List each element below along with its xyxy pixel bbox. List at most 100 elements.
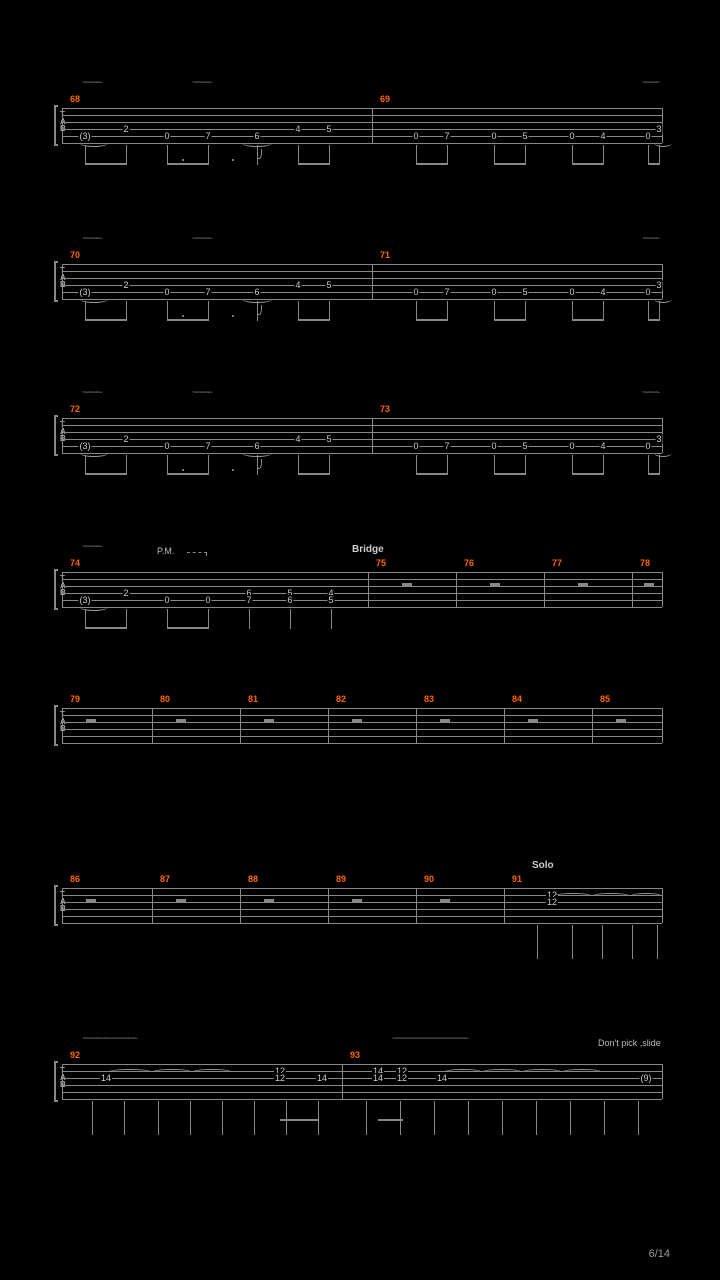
fret-number: 5: [521, 131, 528, 141]
fret-number: 0: [163, 595, 170, 605]
staff-bracket: [54, 1061, 58, 1102]
rest: [352, 719, 362, 723]
fret-number: 7: [204, 441, 211, 451]
measure-number: 77: [552, 558, 562, 568]
vibrato-mark: ~~~~~~~: [82, 234, 101, 243]
fret-number: 0: [490, 441, 497, 451]
fret-number: 7: [245, 595, 252, 605]
measure-number: 68: [70, 94, 80, 104]
fret-number: 3: [655, 434, 662, 444]
vibrato-mark: ~~~~~~~~~~~~~~~~~~~~~~~~~~~~: [392, 1034, 467, 1043]
fret-number: 4: [294, 434, 301, 444]
rest: [440, 899, 450, 903]
rest: [176, 719, 186, 723]
measure-number: 76: [464, 558, 474, 568]
performance-hint: Don't pick ,slide: [598, 1038, 661, 1048]
fret-number: 0: [490, 131, 497, 141]
fret-number: 0: [568, 131, 575, 141]
fret-number: 4: [599, 441, 606, 451]
fret-number: 0: [568, 287, 575, 297]
fret-number: 5: [325, 124, 332, 134]
staff: TAB(3)200675645~~~~~~~BridgeP.M.74757677…: [62, 572, 662, 607]
vibrato-mark: ~~~~~~~: [82, 78, 101, 87]
vibrato-mark: ~~~~~~~: [192, 78, 211, 87]
measure-number: 79: [70, 694, 80, 704]
measure-number: 87: [160, 874, 170, 884]
measure-number: 93: [350, 1050, 360, 1060]
staff-bracket: [54, 885, 58, 926]
staff-bracket: [54, 105, 58, 146]
measure-number: 92: [70, 1050, 80, 1060]
vibrato-mark: ~~~~~~~: [192, 388, 211, 397]
fret-number: 5: [521, 441, 528, 451]
measure-number: 89: [336, 874, 346, 884]
measure-number: 85: [600, 694, 610, 704]
section-label: Solo: [532, 860, 554, 871]
fret-number: 12: [396, 1073, 408, 1083]
rest: [578, 583, 588, 587]
fret-number: 4: [599, 131, 606, 141]
staff: TAB(3)2076450705040372~~~~~~~~~~~~~~~~~~…: [62, 418, 662, 453]
measure-number: 91: [512, 874, 522, 884]
staff-bracket: [54, 569, 58, 610]
fret-number: 7: [443, 287, 450, 297]
fret-number: 2: [122, 588, 129, 598]
staff: TAB(3)2076450705040368~~~~~~~~~~~~~~~~~~…: [62, 108, 662, 143]
rest: [528, 719, 538, 723]
fret-number: 3: [655, 280, 662, 290]
staff: TAB(3)2076450705040370~~~~~~~~~~~~~~~~~~…: [62, 264, 662, 299]
staff-bracket: [54, 415, 58, 456]
fret-number: 0: [568, 441, 575, 451]
vibrato-mark: ~~~~~~~: [82, 388, 101, 397]
vibrato-mark: ~~~~~~~: [82, 542, 101, 551]
fret-number: 0: [163, 441, 170, 451]
rest: [402, 583, 412, 587]
fret-number: 2: [122, 434, 129, 444]
staff-bracket: [54, 705, 58, 746]
measure-number: 80: [160, 694, 170, 704]
measure-number: 75: [376, 558, 386, 568]
fret-number: 2: [122, 280, 129, 290]
fret-number: 5: [325, 280, 332, 290]
measure-number: 70: [70, 250, 80, 260]
measure-number: 83: [424, 694, 434, 704]
measure-number: 71: [380, 250, 390, 260]
fret-number: 0: [163, 131, 170, 141]
fret-number: 0: [412, 287, 419, 297]
fret-number: 2: [122, 124, 129, 134]
vibrato-mark: ~~~~~~~: [192, 234, 211, 243]
rest: [616, 719, 626, 723]
fret-number: 12: [274, 1073, 286, 1083]
rest: [490, 583, 500, 587]
rest: [176, 899, 186, 903]
fret-number: 14: [316, 1073, 328, 1083]
vibrato-mark: ~~~~~~~~~~~~~~~~~~~~: [82, 1034, 135, 1043]
measure-number: 86: [70, 874, 80, 884]
staff: TAB79808182838485: [62, 708, 662, 743]
measure-number: 90: [424, 874, 434, 884]
fret-number: 3: [655, 124, 662, 134]
fret-number: 0: [490, 287, 497, 297]
rest: [264, 899, 274, 903]
measure-number: 73: [380, 404, 390, 414]
fret-number: 0: [644, 441, 651, 451]
rest: [86, 719, 96, 723]
fret-number: 7: [204, 131, 211, 141]
vibrato-mark: ~~~~~~: [642, 234, 658, 243]
fret-number: 4: [294, 124, 301, 134]
fret-number: 5: [327, 595, 334, 605]
section-label: Bridge: [352, 544, 384, 555]
measure-number: 88: [248, 874, 258, 884]
measure-number: 69: [380, 94, 390, 104]
staff: TAB1212Solo868788899091: [62, 888, 662, 923]
rest: [86, 899, 96, 903]
fret-number: 0: [412, 441, 419, 451]
fret-number: 7: [443, 131, 450, 141]
fret-number: 5: [521, 287, 528, 297]
fret-number: 5: [325, 434, 332, 444]
fret-number: 0: [204, 595, 211, 605]
fret-number: (9): [640, 1073, 653, 1083]
measure-number: 82: [336, 694, 346, 704]
page-number: 6/14: [649, 1248, 670, 1260]
measure-number: 74: [70, 558, 80, 568]
